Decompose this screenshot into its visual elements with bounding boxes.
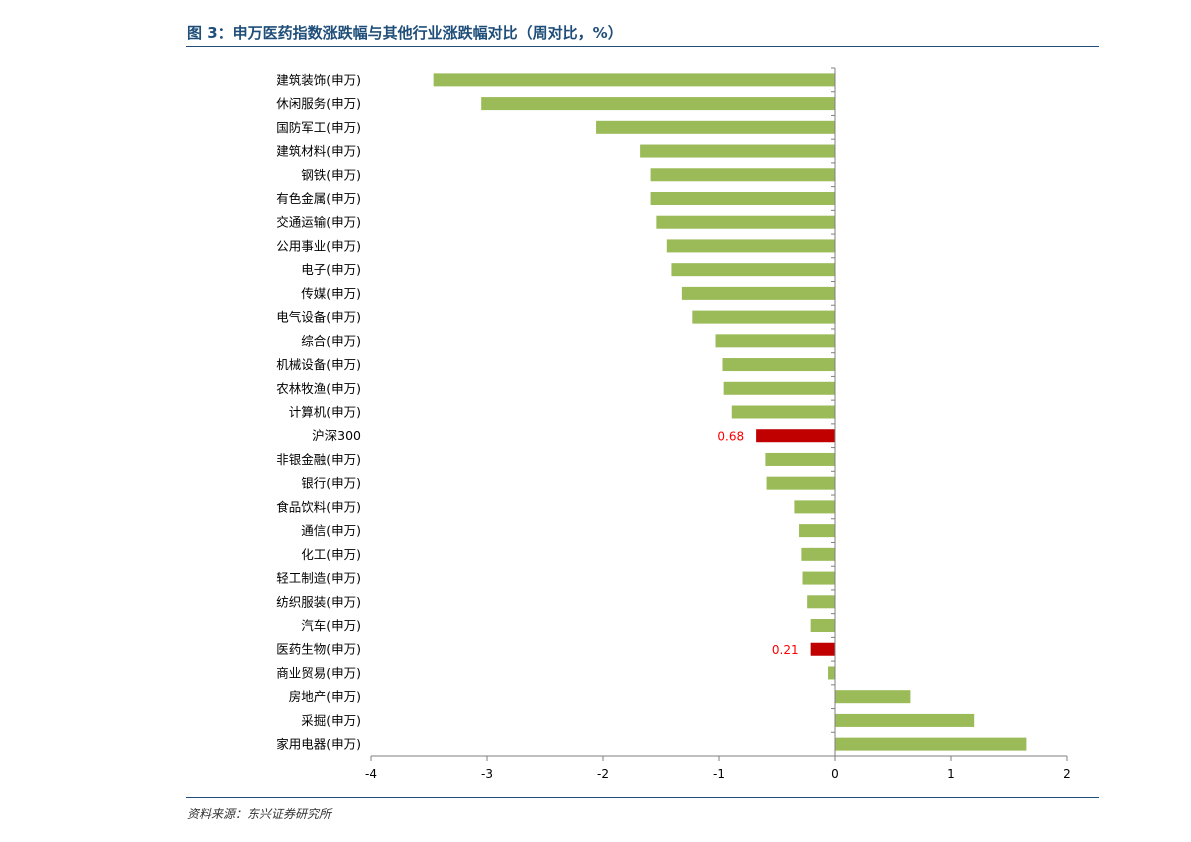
category-label-27: 采掘(申万) [301, 713, 361, 728]
category-label-0: 建筑装饰(申万) [276, 72, 361, 87]
x-tick-label-0: -4 [365, 767, 377, 781]
category-labels-layer: 建筑装饰(申万) 休闲服务(申万) 国防军工(申万) 建筑材料(申万) 钢铁(申万) 有色… [276, 72, 361, 751]
bar-5 [650, 191, 835, 205]
bar-19 [799, 524, 835, 538]
category-label-10: 电气设备(申万) [276, 310, 361, 325]
category-label-14: 计算机(申万) [289, 405, 361, 420]
category-label-23: 汽车(申万) [301, 618, 361, 633]
bar-9 [681, 286, 835, 300]
bar-27 [835, 713, 975, 727]
category-label-8: 电子(申万) [301, 262, 361, 277]
bar-6 [656, 215, 835, 229]
bar-4 [650, 168, 835, 182]
bar-14 [731, 405, 835, 419]
bar-26 [835, 690, 911, 704]
category-label-17: 银行(申万) [301, 476, 361, 491]
category-label-12: 机械设备(申万) [276, 357, 361, 372]
bar-25 [828, 666, 835, 680]
x-tick-label-2: -2 [597, 767, 609, 781]
category-label-21: 轻工制造(申万) [276, 571, 361, 586]
category-label-20: 化工(申万) [301, 547, 361, 562]
category-label-13: 农林牧渔(申万) [276, 381, 361, 396]
category-label-4: 钢铁(申万) [301, 167, 361, 182]
bar-20 [801, 547, 835, 561]
bar-16 [765, 452, 835, 466]
bar-22 [807, 595, 835, 609]
source-note: 资料来源：东兴证券研究所 [187, 807, 332, 821]
x-tick-label-1: -3 [481, 767, 493, 781]
bar-10 [692, 310, 835, 324]
bar-8 [671, 263, 835, 277]
data-label-0: 0.68 [717, 430, 744, 444]
category-label-18: 食品饮料(申万) [276, 499, 361, 514]
title-rule [186, 46, 1099, 47]
bar-17 [766, 476, 835, 490]
category-label-9: 传媒(申万) [301, 286, 361, 301]
axes-layer: -4 -3 -2 -1 0 1 2 [365, 67, 1071, 781]
category-label-22: 纺织服装(申万) [276, 594, 361, 609]
x-tick-label-5: 1 [947, 767, 955, 781]
x-tick-label-4: 0 [831, 767, 839, 781]
category-label-7: 公用事业(申万) [276, 238, 361, 253]
bar-15 [756, 429, 835, 443]
category-label-6: 交通运输(申万) [276, 215, 361, 230]
category-label-2: 国防军工(申万) [276, 120, 361, 135]
bar-21 [802, 571, 835, 585]
category-label-3: 建筑材料(申万) [276, 144, 361, 159]
category-label-15: 沪深300 [312, 428, 361, 443]
data-label-1: 0.21 [772, 643, 799, 657]
category-label-5: 有色金属(申万) [276, 191, 361, 206]
data-labels-layer: 0.68 0.21 [717, 430, 798, 658]
category-label-19: 通信(申万) [301, 523, 361, 538]
category-label-24: 医药生物(申万) [276, 642, 361, 657]
bar-3 [640, 144, 835, 158]
bar-23 [810, 619, 835, 633]
bar-0 [433, 73, 835, 87]
x-tick-label-6: 2 [1063, 767, 1071, 781]
bar-7 [666, 239, 835, 253]
bar-2 [596, 120, 835, 134]
x-tick-label-3: -1 [713, 767, 725, 781]
bar-24 [810, 642, 835, 656]
category-label-16: 非银金融(申万) [276, 452, 361, 467]
source-rule [186, 797, 1099, 798]
category-label-26: 房地产(申万) [289, 689, 361, 704]
bar-18 [794, 500, 835, 514]
bar-1 [481, 97, 835, 111]
bar-11 [715, 334, 835, 348]
category-label-11: 综合(申万) [301, 333, 361, 348]
bar-12 [722, 358, 835, 372]
category-label-28: 家用电器(申万) [276, 737, 361, 752]
bars-layer [433, 73, 1027, 751]
figure-title: 图 3：申万医药指数涨跌幅与其他行业涨跌幅对比（周对比，%） [187, 24, 623, 42]
bar-13 [723, 381, 835, 395]
category-label-25: 商业贸易(申万) [276, 665, 361, 680]
category-label-1: 休闲服务(申万) [276, 96, 361, 111]
bar-28 [835, 737, 1027, 751]
